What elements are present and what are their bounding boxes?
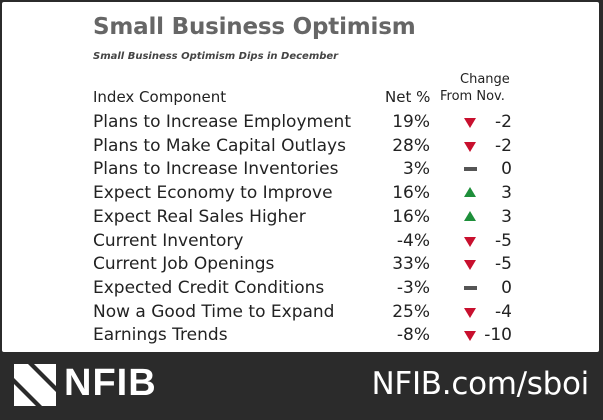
row-label: Expect Real Sales Higher	[93, 206, 306, 227]
header-change-bottom: From Nov.	[440, 89, 505, 104]
header-index-component: Index Component	[93, 88, 227, 106]
up-arrow-icon	[464, 210, 478, 223]
row-label: Current Inventory	[93, 230, 244, 251]
row-change: 0	[501, 277, 512, 298]
table-row: Expect Economy to Improve 16% 3	[2, 182, 599, 206]
row-net-percent: -8%	[396, 325, 430, 346]
header-net-percent: Net %	[385, 88, 431, 106]
table-row: Expected Credit Conditions -3% 0	[2, 277, 599, 301]
down-arrow-icon	[464, 329, 478, 342]
row-net-percent: -3%	[396, 277, 430, 298]
row-label: Plans to Increase Employment	[93, 112, 351, 132]
row-label: Earnings Trends	[93, 325, 228, 346]
row-change: -5	[495, 230, 512, 251]
nfib-logo-text: NFIB	[64, 362, 157, 404]
table-row: Plans to Increase Employment 19% -2	[2, 111, 599, 135]
down-arrow-icon	[464, 235, 478, 247]
row-label: Plans to Increase Inventories	[93, 159, 339, 180]
row-label: Plans to Make Capital Outlays	[93, 135, 346, 156]
row-change: 0	[501, 159, 512, 180]
nfib-logo-icon	[14, 364, 56, 406]
row-net-percent: 16%	[392, 183, 430, 204]
row-change: -2	[495, 135, 512, 156]
table-row: Plans to Increase Inventories 3% 0	[2, 158, 599, 182]
down-arrow-icon	[464, 258, 478, 271]
row-change: 3	[501, 183, 512, 204]
table-row: Current Job Openings 33% -5	[2, 253, 599, 277]
content-card: Small Business Optimism Small Business O…	[2, 2, 599, 352]
down-arrow-icon	[464, 116, 478, 128]
row-change: 3	[501, 206, 512, 227]
table-row: Now a Good Time to Expand 25% -4	[2, 301, 599, 325]
row-net-percent: 33%	[392, 254, 430, 275]
table-row: Earnings Trends -8% -10	[2, 324, 599, 348]
table-row: Current Inventory -4% -5	[2, 230, 599, 254]
row-label: Expected Credit Conditions	[93, 277, 325, 298]
row-net-percent: 19%	[392, 112, 430, 132]
row-change: -5	[495, 254, 512, 275]
table-row: Plans to Make Capital Outlays 28% -2	[2, 135, 599, 159]
down-arrow-icon	[464, 140, 478, 152]
row-label: Expect Economy to Improve	[93, 183, 333, 204]
row-change: -2	[495, 112, 512, 132]
page-subtitle: Small Business Optimism Dips in December	[93, 51, 339, 62]
no-change-icon	[464, 163, 478, 175]
row-label: Now a Good Time to Expand	[93, 301, 335, 322]
row-change: -4	[495, 301, 512, 322]
row-net-percent: 28%	[392, 135, 430, 156]
footer-bar: NFIB NFIB.com/sboi	[0, 352, 603, 420]
header-change-top: Change	[460, 72, 510, 87]
row-change: -10	[484, 325, 512, 346]
up-arrow-icon	[464, 187, 478, 199]
row-net-percent: -4%	[396, 230, 430, 251]
page-title: Small Business Optimism	[93, 14, 416, 40]
footer-url[interactable]: NFIB.com/sboi	[371, 366, 590, 402]
row-label: Current Job Openings	[93, 254, 275, 275]
row-net-percent: 25%	[392, 301, 430, 322]
table-row: Expect Real Sales Higher 16% 3	[2, 206, 599, 230]
no-change-icon	[464, 282, 478, 294]
row-net-percent: 3%	[403, 159, 430, 180]
down-arrow-icon	[464, 306, 478, 318]
row-net-percent: 16%	[392, 206, 430, 227]
